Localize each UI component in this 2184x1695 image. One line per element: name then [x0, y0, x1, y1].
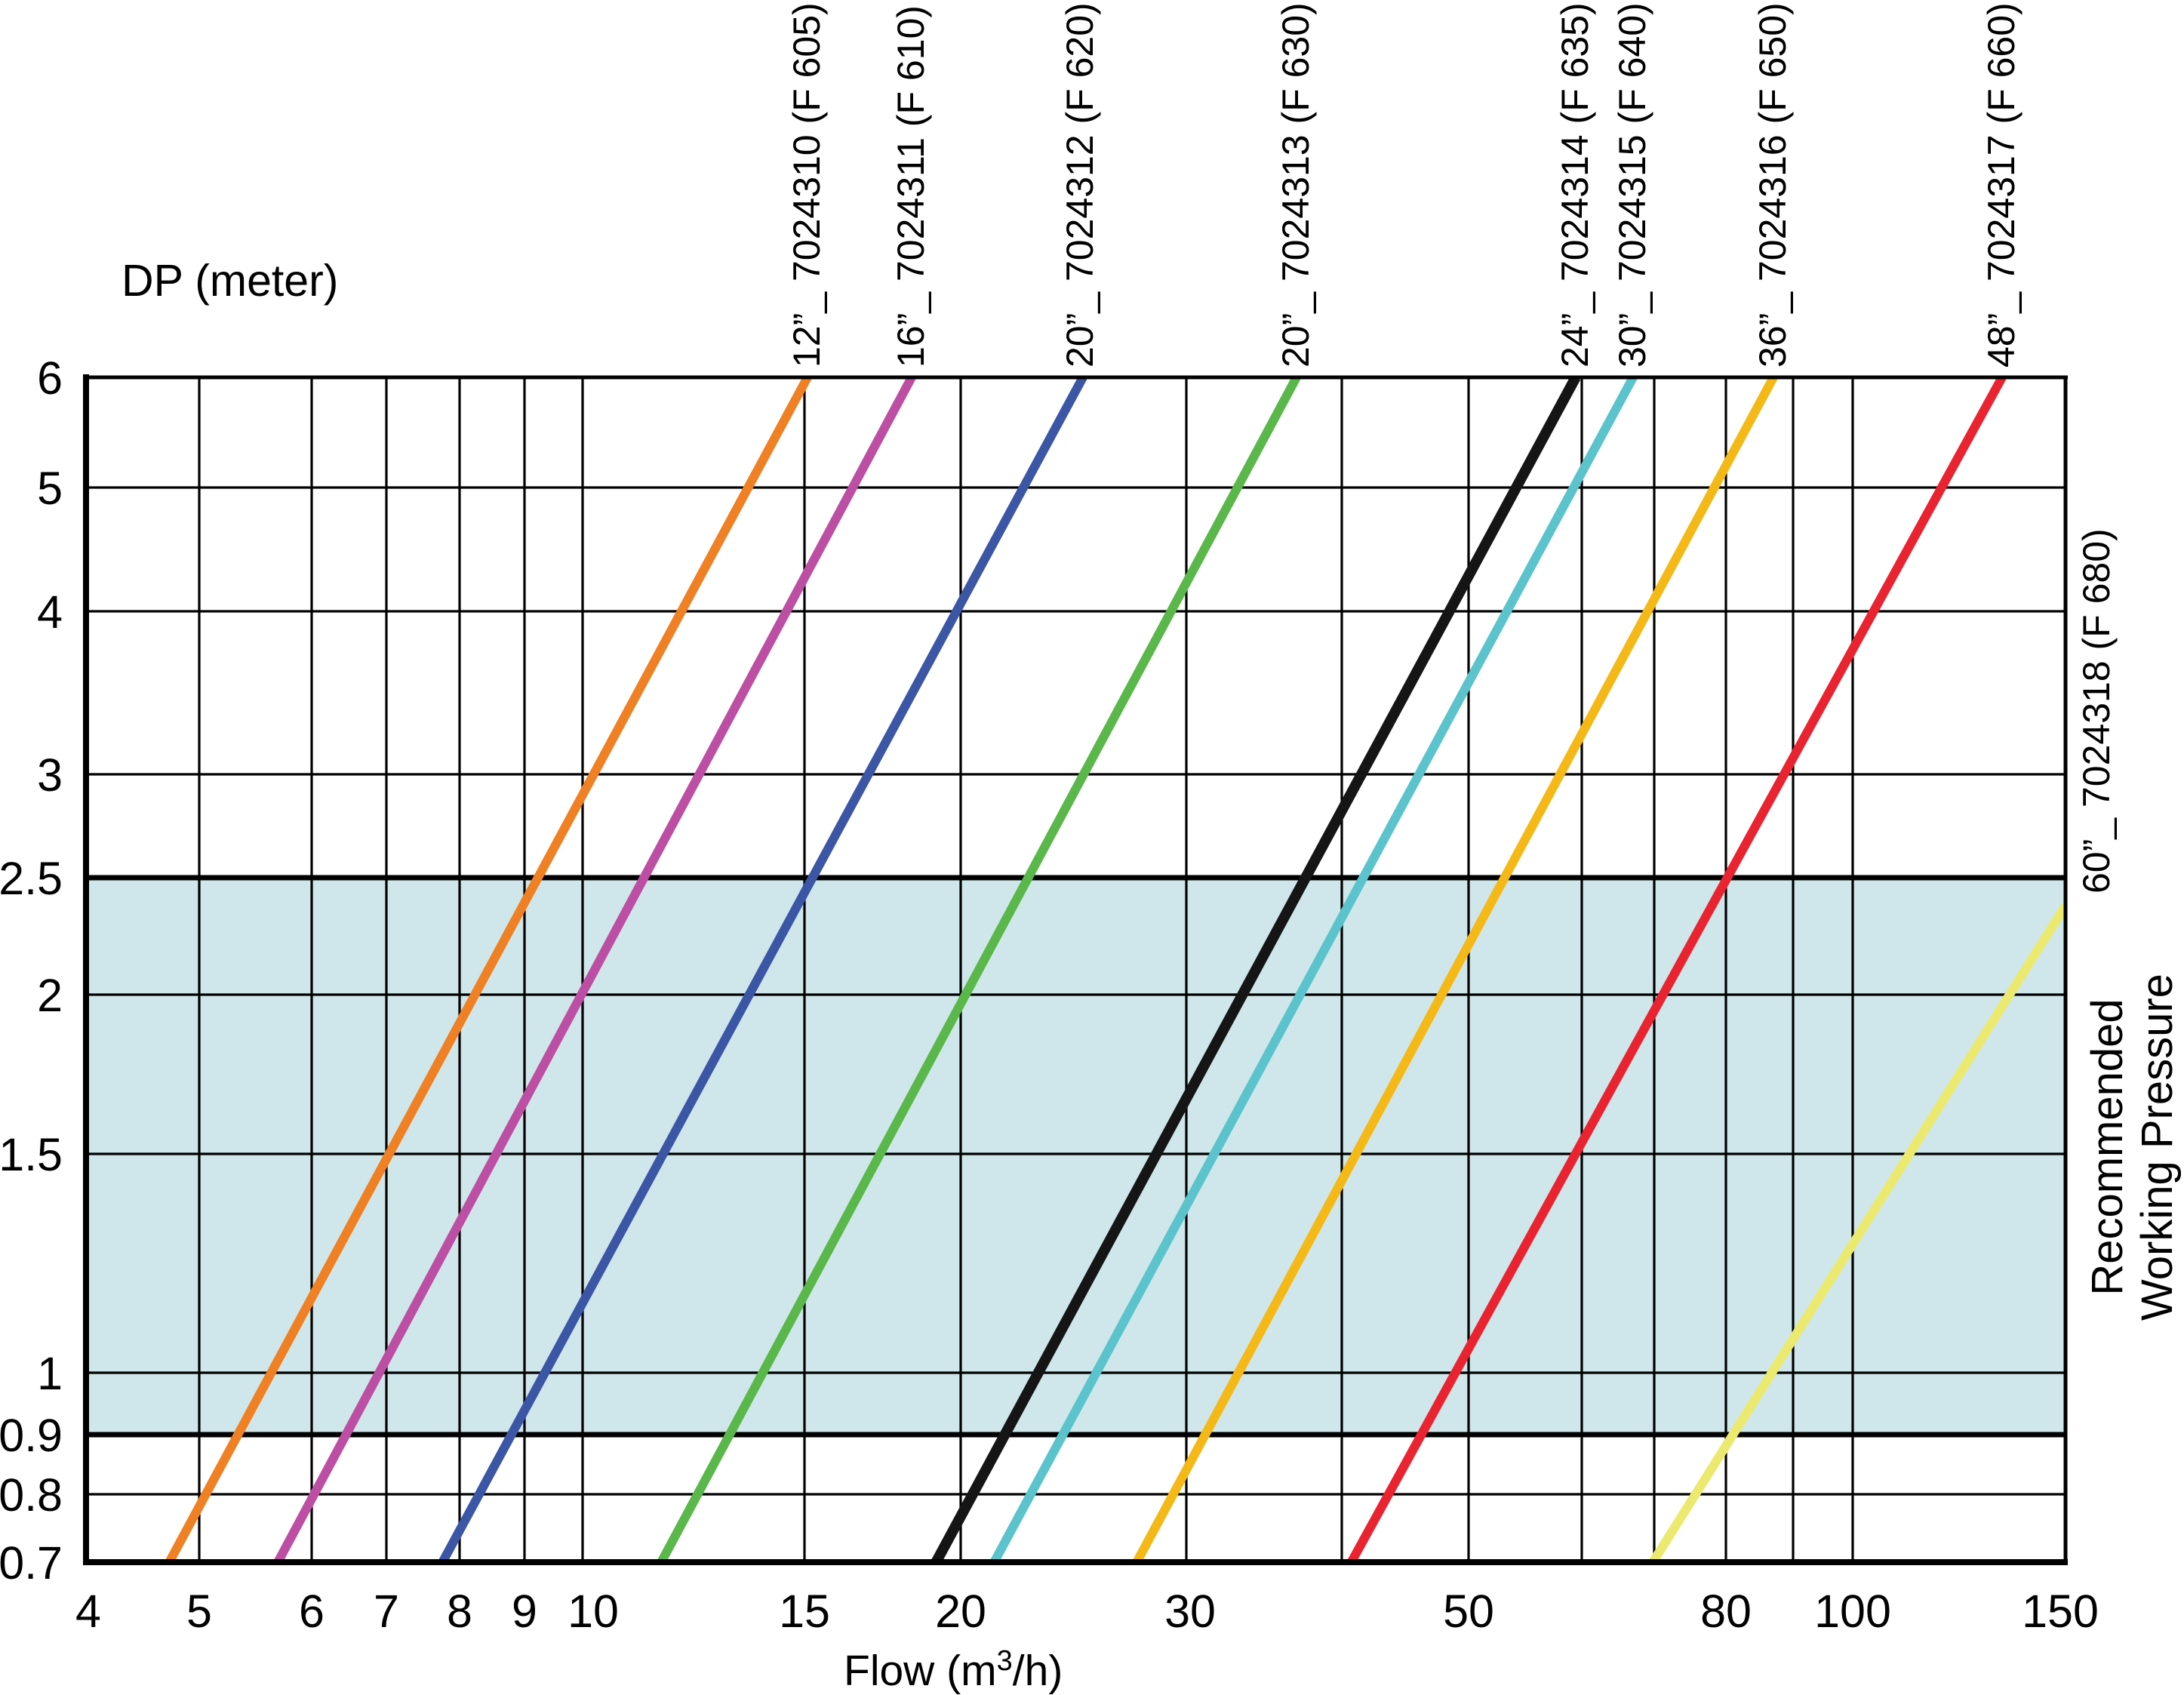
- svg-text:80: 80: [1700, 1586, 1752, 1637]
- svg-text:1: 1: [37, 1348, 63, 1399]
- svg-text:15: 15: [779, 1586, 830, 1637]
- svg-text:9: 9: [512, 1586, 537, 1637]
- svg-text:2.5: 2.5: [0, 853, 63, 904]
- svg-text:16”_ 7024311 (F 610): 16”_ 7024311 (F 610): [890, 5, 932, 368]
- svg-text:20”_ 7024312 (F 620): 20”_ 7024312 (F 620): [1059, 2, 1101, 368]
- svg-text:0.9: 0.9: [0, 1410, 63, 1461]
- svg-text:36”_ 7024316 (F 650): 36”_ 7024316 (F 650): [1752, 2, 1794, 368]
- svg-text:30: 30: [1164, 1586, 1216, 1637]
- svg-text:50: 50: [1443, 1586, 1494, 1637]
- svg-text:1.5: 1.5: [0, 1129, 63, 1180]
- svg-text:6: 6: [37, 352, 63, 404]
- svg-text:DP (meter): DP (meter): [122, 256, 338, 306]
- svg-text:12”_ 7024310 (F 605): 12”_ 7024310 (F 605): [786, 2, 828, 368]
- svg-text:10: 10: [568, 1586, 619, 1637]
- svg-text:5: 5: [37, 463, 63, 514]
- svg-text:20: 20: [935, 1586, 986, 1637]
- svg-text:4: 4: [37, 586, 63, 638]
- svg-text:48”_ 7024317 (F 660): 48”_ 7024317 (F 660): [1980, 2, 2023, 368]
- svg-text:0.8: 0.8: [0, 1469, 63, 1521]
- svg-text:0.7: 0.7: [0, 1537, 63, 1589]
- svg-text:8: 8: [447, 1586, 472, 1637]
- svg-text:60”_ 7024318 (F 680): 60”_ 7024318 (F 680): [2075, 528, 2118, 894]
- svg-text:6: 6: [299, 1586, 325, 1637]
- svg-text:20”_ 7024313 (F 630): 20”_ 7024313 (F 630): [1275, 2, 1317, 368]
- svg-text:Flow (m3/h): Flow (m3/h): [844, 1645, 1063, 1695]
- svg-text:5: 5: [186, 1586, 212, 1637]
- svg-text:Working Pressure: Working Pressure: [2133, 974, 2182, 1321]
- svg-text:7: 7: [374, 1586, 399, 1637]
- svg-text:3: 3: [37, 749, 63, 801]
- svg-text:24”_ 7024314 (F 635): 24”_ 7024314 (F 635): [1554, 2, 1596, 368]
- svg-text:150: 150: [2022, 1586, 2099, 1637]
- svg-text:2: 2: [37, 970, 63, 1021]
- svg-text:4: 4: [75, 1586, 101, 1637]
- svg-text:Recommended: Recommended: [2083, 998, 2132, 1295]
- svg-text:30”_ 7024315 (F 640): 30”_ 7024315 (F 640): [1611, 2, 1653, 368]
- svg-text:100: 100: [1814, 1586, 1891, 1637]
